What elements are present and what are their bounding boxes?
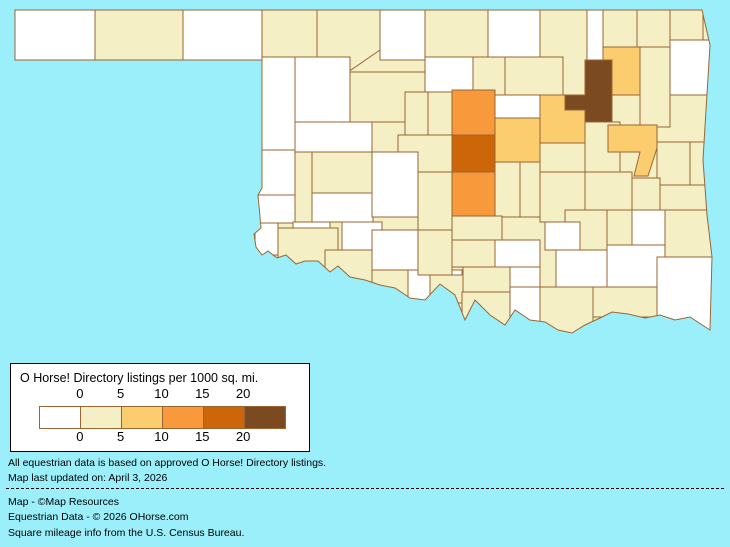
- legend-tick-label: 15: [195, 429, 210, 444]
- county-dewey: [294, 121, 373, 153]
- county-mcclain: [451, 215, 503, 241]
- county-lincoln: [494, 117, 541, 163]
- county-logan: [451, 89, 496, 136]
- county-beaver: [182, 10, 263, 61]
- county-mccurtain: [656, 256, 712, 333]
- county-haskell: [606, 209, 633, 246]
- county-woodward: [294, 56, 351, 123]
- county-mcintosh: [584, 171, 633, 211]
- legend-ticks-top: 0 5 10 15 20: [11, 386, 309, 402]
- county-cherokee: [656, 141, 691, 186]
- county-grant: [424, 10, 489, 58]
- county-atoka: [555, 249, 608, 288]
- county-harper: [261, 10, 318, 58]
- county-wagoner: [607, 124, 658, 177]
- county-pushmataha: [606, 244, 666, 288]
- footer-note-data-copyright: Equestrian Data - © 2026 OHorse.com: [8, 511, 189, 523]
- county-seminole: [519, 161, 541, 218]
- county-washington: [586, 10, 604, 68]
- county-tulsa: [564, 59, 613, 123]
- legend-color-segment-1: [80, 407, 121, 428]
- county-le-flore: [664, 209, 712, 258]
- county-pawnee: [504, 56, 564, 96]
- county-ellis: [261, 56, 296, 151]
- county-caddo: [371, 151, 419, 218]
- county-kingfisher: [427, 91, 453, 136]
- county-blaine: [404, 91, 429, 136]
- county-texas: [94, 10, 184, 61]
- county-grady: [417, 171, 453, 231]
- legend-color-segment-2: [121, 407, 162, 428]
- legend-tick-label: 10: [154, 386, 169, 401]
- county-cimarron: [15, 10, 96, 61]
- county-okfuskee: [539, 142, 586, 173]
- county-coal: [544, 221, 581, 251]
- county-mayes: [639, 46, 671, 128]
- county-delaware: [669, 39, 712, 96]
- dashed-divider: [6, 488, 724, 489]
- county-carter: [462, 266, 511, 293]
- county-roger-mills: [254, 149, 296, 196]
- map-legend: O Horse! Directory listings per 1000 sq.…: [10, 363, 310, 452]
- legend-ticks-bottom: 0 5 10 15 20: [11, 429, 309, 445]
- legend-color-segment-3: [162, 407, 203, 428]
- legend-color-segment-0: [40, 407, 80, 428]
- legend-color-bar: [39, 406, 286, 429]
- footer-note-census: Square mileage info from the U.S. Census…: [8, 527, 245, 539]
- county-kay: [487, 10, 541, 58]
- legend-tick-label: 15: [195, 386, 210, 401]
- county-johnston: [509, 266, 541, 288]
- legend-color-segment-5: [244, 407, 285, 428]
- legend-color-segment-4: [203, 407, 244, 428]
- legend-tick-label: 5: [117, 429, 125, 444]
- footer-note-map-copyright: Map - ©Map Resources: [8, 496, 120, 508]
- county-bryan: [539, 286, 594, 333]
- legend-tick-label: 10: [154, 429, 169, 444]
- county-latimer: [631, 209, 666, 246]
- county-sequoyah: [659, 184, 712, 211]
- county-ottawa: [669, 10, 704, 41]
- county-beckham: [254, 194, 296, 224]
- county-pontotoc: [494, 239, 541, 268]
- county-marshall: [509, 286, 541, 324]
- footer-note-last-updated: Map last updated on: April 3, 2026: [8, 472, 168, 484]
- legend-tick-label: 0: [76, 429, 84, 444]
- county-choctaw: [592, 286, 658, 318]
- legend-tick-label: 0: [76, 386, 84, 401]
- footer-note-data-source: All equestrian data is based on approved…: [8, 457, 327, 469]
- county-pottawatomie: [494, 161, 521, 218]
- legend-tick-label: 20: [235, 429, 251, 444]
- county-oklahoma: [451, 134, 496, 173]
- legend-title: O Horse! Directory listings per 1000 sq.…: [20, 371, 259, 385]
- county-stephens: [417, 229, 453, 276]
- county-noble: [472, 56, 506, 96]
- county-custer: [311, 151, 373, 194]
- legend-tick-label: 5: [117, 386, 125, 401]
- oklahoma-county-choropleth: [14, 9, 713, 334]
- legend-tick-label: 20: [235, 386, 251, 401]
- county-alfalfa: [379, 10, 426, 61]
- county-washita: [311, 192, 374, 223]
